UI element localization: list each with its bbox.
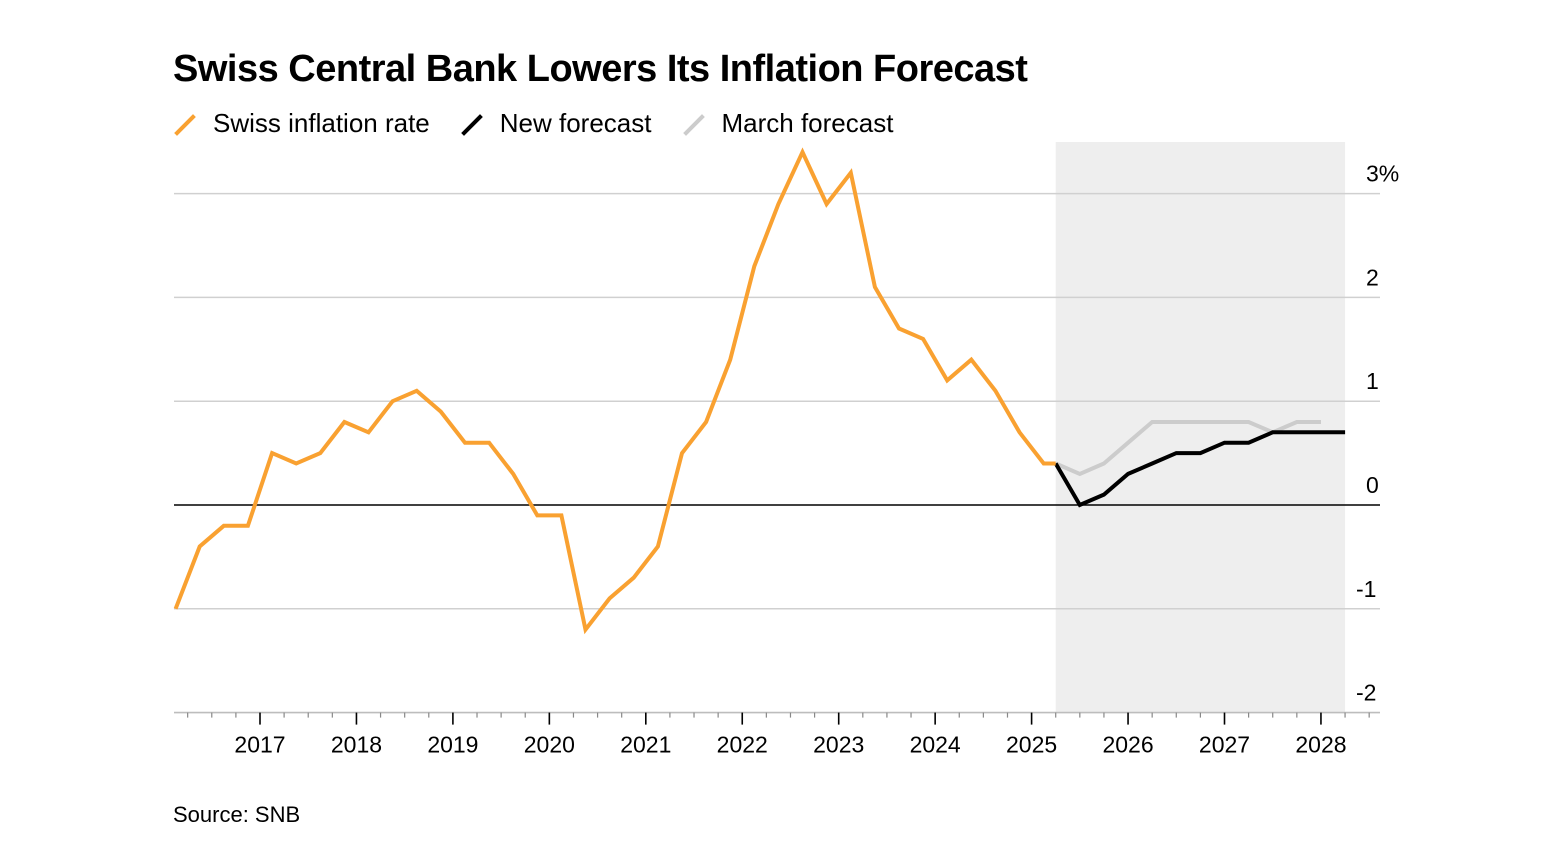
y-tick-label: 0 (1366, 472, 1379, 498)
x-tick-label: 2021 (620, 732, 671, 758)
legend-swatch-new-forecast (460, 113, 483, 136)
legend-item-new-forecast: New forecast (460, 108, 652, 139)
new-forecast-line (1053, 430, 1346, 508)
y-tick-label: 2 (1366, 264, 1379, 290)
x-tick-label: 2027 (1199, 732, 1250, 758)
x-tick-label: 2017 (234, 732, 285, 758)
chart-title: Swiss Central Bank Lowers Its Inflation … (173, 48, 1028, 90)
x-tick-label: 2018 (331, 732, 382, 758)
x-tick-label: 2026 (1102, 732, 1153, 758)
x-tick-label: 2025 (1006, 732, 1057, 758)
y-tick-label: -2 (1356, 680, 1376, 706)
forecast-shading (1055, 142, 1346, 713)
chart-legend: Swiss inflation rate New forecast March … (173, 108, 923, 139)
y-tick-label: 3% (1366, 161, 1399, 187)
legend-item-inflation: Swiss inflation rate (173, 108, 430, 139)
x-tick-label: 2028 (1295, 732, 1346, 758)
inflation-rate-line (173, 147, 1056, 635)
x-tick-label: 2019 (427, 732, 478, 758)
legend-label-march-forecast: March forecast (721, 108, 894, 138)
legend-label-inflation: Swiss inflation rate (213, 108, 430, 138)
x-tick-label: 2023 (813, 732, 864, 758)
legend-swatch-inflation (174, 113, 196, 136)
legend-item-march-forecast: March forecast (682, 108, 894, 139)
source-note: Source: SNB (173, 802, 301, 827)
y-tick-label: -1 (1356, 576, 1376, 602)
legend-swatch-march-forecast (682, 113, 705, 136)
y-tick-label: 1 (1366, 368, 1379, 394)
legend-label-new-forecast: New forecast (499, 108, 652, 138)
x-tick-label: 2024 (910, 732, 961, 758)
x-tick-label: 2020 (524, 732, 575, 758)
x-tick-label: 2022 (717, 732, 768, 758)
